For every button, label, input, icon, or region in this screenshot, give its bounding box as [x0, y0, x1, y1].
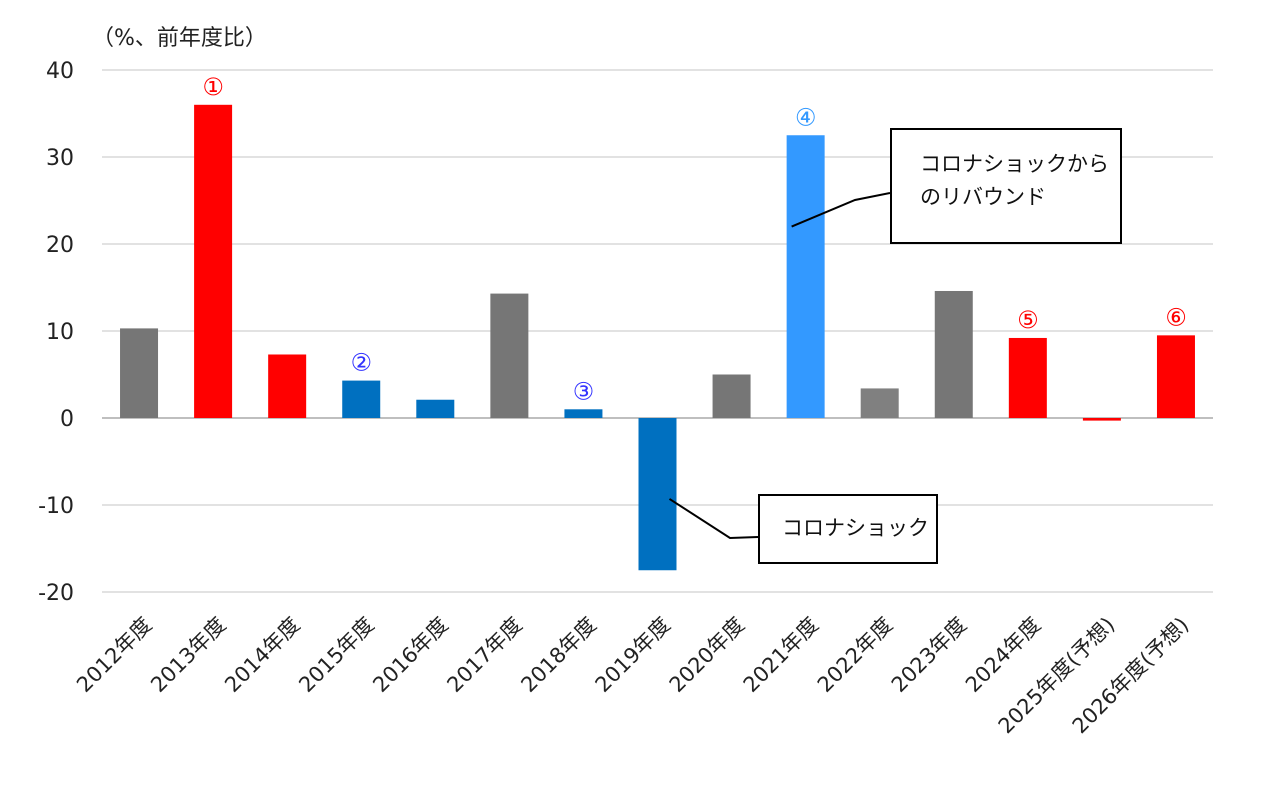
bar-markers: ① ② ③ ④ ⑤ ⑥ — [202, 73, 1187, 405]
callout-rebound: コロナショックから のリバウンド — [890, 128, 1122, 244]
bar-marker: ① — [202, 73, 224, 101]
x-tick-label: 2015年度 — [294, 613, 378, 697]
bars — [120, 104, 1195, 571]
callout-rebound-line2: のリバウンド — [920, 184, 1046, 209]
x-tick-label: 2018年度 — [517, 613, 601, 697]
y-tick-label: 10 — [46, 320, 74, 345]
y-tick-label: -10 — [38, 494, 74, 519]
bar — [416, 399, 455, 418]
y-axis-ticks: 40 30 20 10 0 -10 -20 — [38, 59, 74, 606]
bar — [1156, 335, 1195, 418]
x-tick-label: 2023年度 — [887, 613, 971, 697]
bar — [786, 135, 825, 418]
x-tick-label: 2022年度 — [813, 613, 897, 697]
bar — [564, 409, 603, 418]
callout-leaders — [668, 192, 891, 540]
bar — [1082, 418, 1121, 421]
x-axis-ticks: 2012年度2013年度2014年度2015年度2016年度2017年度2018… — [72, 613, 1193, 739]
leader-rebound — [791, 192, 891, 228]
leader-corona — [668, 498, 759, 540]
bar — [120, 328, 159, 418]
bar — [194, 104, 233, 419]
callout-corona-text: コロナショック — [782, 516, 929, 540]
y-tick-label: 40 — [46, 59, 74, 84]
x-tick-label: 2016年度 — [368, 613, 452, 697]
bar — [490, 293, 529, 418]
x-tick-label: 2020年度 — [665, 613, 749, 697]
bar-marker: ⑥ — [1165, 303, 1187, 331]
bar — [268, 354, 307, 418]
bar — [342, 380, 381, 418]
x-tick-label: 2019年度 — [591, 613, 675, 697]
x-tick-label: 2013年度 — [146, 613, 230, 697]
bar — [860, 388, 899, 418]
bar — [934, 290, 973, 418]
x-tick-label: 2014年度 — [220, 613, 304, 697]
x-tick-label: 2017年度 — [442, 613, 526, 697]
x-tick-label: 2012年度 — [72, 613, 156, 697]
y-tick-label: 20 — [46, 233, 74, 258]
y-tick-label: -20 — [38, 581, 74, 606]
bar-marker: ② — [350, 349, 372, 377]
bar-marker: ③ — [573, 377, 595, 405]
bar-marker: ⑤ — [1017, 306, 1039, 334]
y-tick-label: 0 — [60, 407, 74, 432]
bar — [1008, 337, 1047, 418]
bar — [712, 374, 751, 418]
y-axis-unit-label: （%、前年度比） — [92, 26, 267, 51]
x-tick-label: 2021年度 — [739, 613, 823, 697]
callout-corona: コロナショック — [758, 494, 938, 564]
bar — [638, 418, 677, 571]
callout-rebound-line1: コロナショックから — [920, 152, 1109, 176]
y-tick-label: 30 — [46, 146, 74, 171]
bar-marker: ④ — [795, 103, 817, 131]
